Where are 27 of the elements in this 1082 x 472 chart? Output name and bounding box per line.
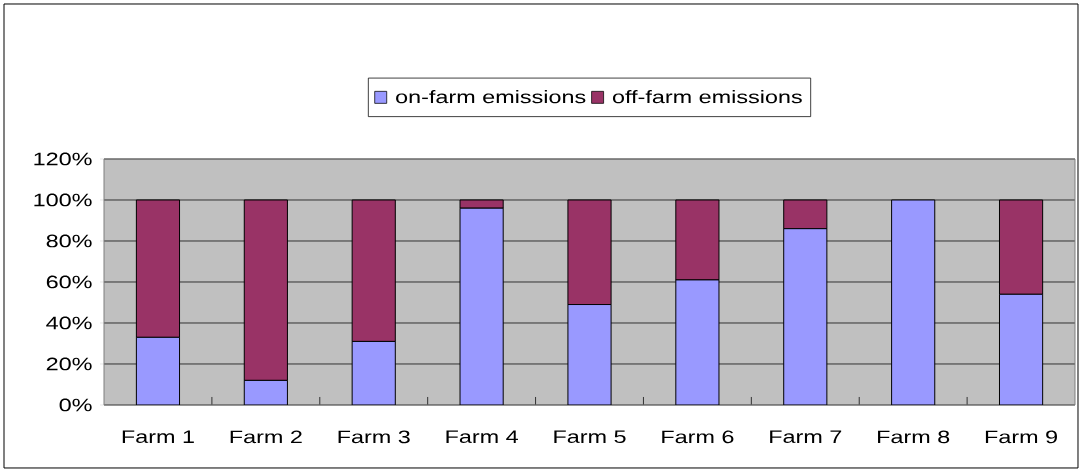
x-tick-label: Farm 1 [122, 430, 194, 444]
y-tick-label: 60% [46, 275, 92, 289]
y-tick-label: 20% [46, 357, 92, 371]
bar [567, 304, 612, 405]
y-tick-label: 80% [46, 234, 92, 248]
y-tick-label: 100% [34, 193, 92, 207]
x-tick-label: Farm 7 [770, 430, 842, 444]
x-tick-label: Farm 9 [985, 430, 1057, 444]
bar [135, 336, 181, 405]
y-tick-label: 0% [59, 398, 92, 412]
bar [783, 228, 828, 405]
y-tick-label: 40% [46, 316, 92, 330]
x-tick-label: Farm 6 [662, 430, 734, 444]
bar [998, 293, 1044, 405]
x-tick-label: Farm 2 [230, 430, 302, 444]
bar [459, 207, 504, 405]
bar [351, 340, 396, 405]
legend-label: on-farm emissions [396, 90, 586, 104]
bar [243, 379, 288, 405]
bar [891, 199, 936, 405]
legend-label: off-farm emissions [612, 90, 802, 104]
y-tick-label: 120% [34, 152, 92, 166]
bar [675, 279, 720, 405]
x-tick-label: Farm 5 [554, 430, 626, 444]
x-tick-label: Farm 3 [338, 430, 410, 444]
x-tick-label: Farm 4 [446, 430, 518, 444]
x-tick-label: Farm 8 [878, 430, 950, 444]
